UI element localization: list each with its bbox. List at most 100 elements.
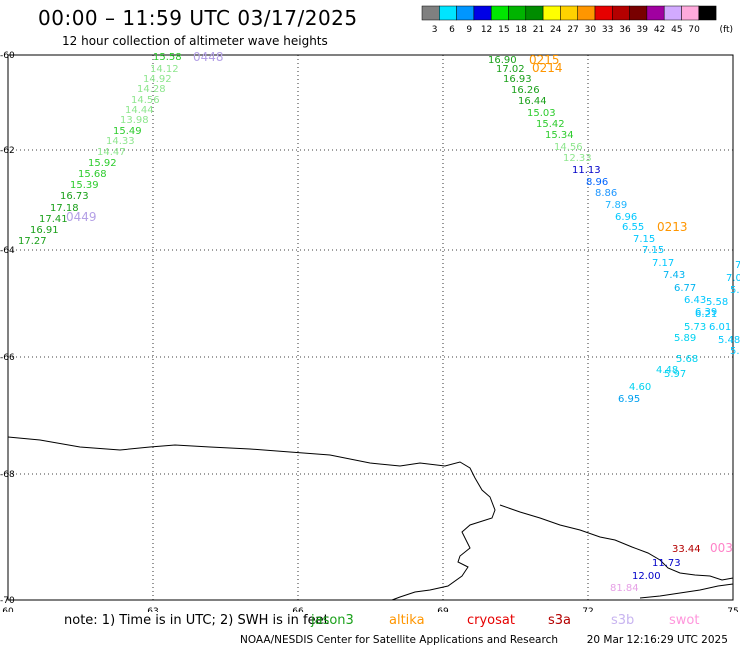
swh-value: 14.56 (554, 142, 583, 153)
satellite-legend-item: altika (389, 613, 425, 628)
map-plot: 60 63 66 69 72 75 -60 -62 -64 -66 -68 -70 15.5814.12… (0, 50, 740, 612)
swh-value: 6.39 (695, 307, 717, 318)
swh-value: 6.01 (709, 322, 731, 333)
colorbar: 3 6 9 12 15 18 21 24 27 30 33 36 39 42 45 70 (ft) (421, 5, 733, 35)
swh-value: 5.68 (676, 354, 698, 365)
colorbar-tick-label: 6 (449, 25, 455, 35)
colorbar-tick-label: 70 (688, 25, 700, 35)
swh-value: 5.58 (706, 297, 728, 308)
colorbar-tick-label: 45 (671, 25, 682, 35)
lat-tick-label: -68 (0, 470, 15, 480)
colorbar-tick-label: 24 (550, 25, 562, 35)
swh-value: 7.15 (642, 245, 664, 256)
swh-value: 16.90 (488, 55, 517, 66)
swh-value: 12.00 (632, 571, 661, 582)
swh-value: 16.93 (503, 74, 532, 85)
swh-value: 8.86 (595, 188, 617, 199)
swh-value: 7.43 (663, 270, 685, 281)
colorbar-bin (698, 5, 717, 21)
swh-value: 5.89 (674, 333, 696, 344)
lon-tick-label: 75 (727, 607, 738, 612)
footer-note: note: 1) Time is in UTC; 2) SWH is in fe… (64, 613, 329, 628)
swh-value: 6.95 (618, 394, 640, 405)
swh-value: 13.98 (120, 115, 149, 126)
swh-value: 14.33 (106, 136, 135, 147)
lat-tick-label: -66 (0, 353, 15, 363)
satellite-legend-item: s3a (548, 613, 572, 628)
swh-value: 15.34 (545, 130, 574, 141)
swh-value: 15.58 (153, 52, 182, 63)
lat-tick-label: -70 (0, 596, 15, 606)
swh-value: 6.43 (684, 295, 706, 306)
swh-value: 5. (730, 346, 740, 357)
colorbar-tick-label: 39 (637, 25, 649, 35)
lon-tick-label: 63 (147, 607, 158, 612)
swh-value: 14.28 (137, 84, 166, 95)
swh-value: 7.17 (652, 258, 674, 269)
swh-value: 15.03 (527, 108, 556, 119)
track-time-label: 0449 (66, 210, 97, 224)
swh-value: 33.44 (672, 544, 701, 555)
lat-tick-label: -60 (0, 51, 15, 61)
swh-value: 14.92 (143, 74, 172, 85)
colorbar-tick-label: 27 (567, 25, 578, 35)
swh-value: 17.02 (496, 64, 525, 75)
swh-value: 6.96 (615, 212, 637, 223)
credit-timestamp: 20 Mar 12:16:29 UTC 2025 (586, 634, 728, 646)
satellite-legend-item: swot (669, 613, 700, 628)
track-time-label: 0213 (657, 220, 688, 234)
colorbar-tick-label: 36 (619, 25, 631, 35)
swh-value: 17.27 (18, 236, 47, 247)
credit-text: NOAA/NESDIS Center for Satellite Applica… (240, 634, 558, 646)
map-frame (7, 54, 734, 601)
satellite-legend-item: s3b (611, 613, 635, 628)
lat-tick-label: -64 (0, 246, 15, 256)
coastline (7, 436, 496, 601)
lon-tick-label: 72 (582, 607, 593, 612)
swh-value: 81.84 (610, 583, 639, 594)
coastline (499, 504, 734, 599)
swh-value: 4.60 (629, 382, 651, 393)
colorbar-tick-label: 33 (602, 25, 613, 35)
swh-value: 14.56 (131, 95, 160, 106)
swh-value: 16.91 (30, 225, 59, 236)
track-time-label: 003 (710, 541, 733, 555)
swh-value: 17.41 (39, 214, 68, 225)
swh-value: 7.0 (726, 273, 740, 284)
colorbar-tick-label: 15 (498, 25, 509, 35)
swh-value: 5.48 (718, 335, 740, 346)
lon-tick-label: 66 (292, 607, 304, 612)
swh-value: 7. (735, 260, 740, 271)
lon-tick-label: 60 (2, 607, 14, 612)
swh-value: 7.15 (633, 234, 655, 245)
swh-value: 16.26 (511, 85, 540, 96)
swh-value: 15.49 (113, 126, 142, 137)
satellite-legend-item: cryosat (467, 613, 515, 628)
swh-value: 15.39 (70, 180, 99, 191)
swh-value: 16.44 (518, 96, 547, 107)
colorbar-tick-label: 9 (466, 25, 472, 35)
colorbar-tick-label: 21 (533, 25, 544, 35)
swh-value: 11.13 (572, 165, 601, 176)
swh-value: 6.21 (695, 309, 717, 320)
swh-value: 12.33 (563, 153, 592, 164)
lat-tick-label: -62 (0, 146, 15, 156)
footer-credit: NOAA/NESDIS Center for Satellite Applica… (240, 634, 728, 646)
swh-value: 17.18 (50, 203, 79, 214)
lon-tick-label: 69 (437, 607, 449, 612)
map-title: 00:00 – 11:59 UTC 03/17/2025 (38, 6, 358, 30)
swh-value: 5.97 (664, 369, 686, 380)
colorbar-tick-label: 18 (515, 25, 527, 35)
swh-value: 11.73 (652, 558, 681, 569)
colorbar-tick-label: 42 (654, 25, 665, 35)
swh-value: 15.92 (88, 158, 117, 169)
swh-value: 6.77 (674, 283, 696, 294)
colorbar-tick-label: 3 (432, 25, 438, 35)
swh-value: 14.47 (97, 147, 126, 158)
swh-value: 14.44 (125, 105, 154, 116)
swh-value: 4.48 (656, 365, 678, 376)
track-time-label: 0214 (532, 61, 563, 75)
track-time-label: 0215 (529, 53, 560, 67)
colorbar-tick-label: 30 (585, 25, 597, 35)
